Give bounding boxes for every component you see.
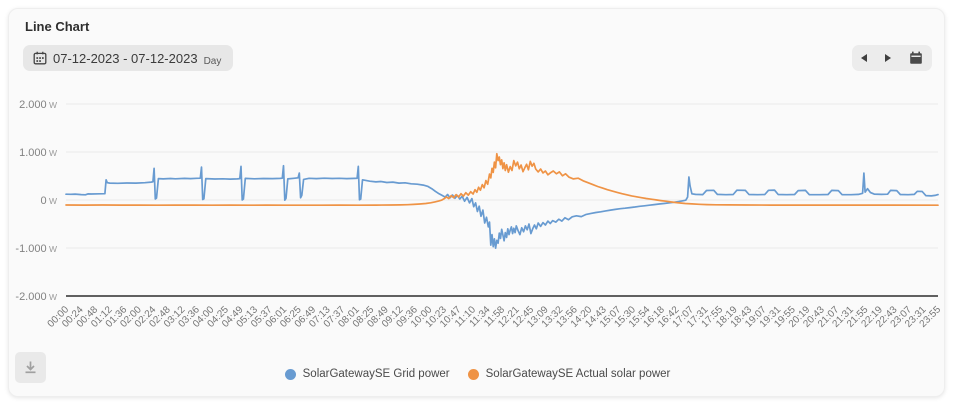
svg-text:1.000 W: 1.000 W — [19, 147, 57, 159]
chart-plot[interactable]: 2.000 W1.000 W0 W-1.000 W-2.000 W00:0000… — [9, 94, 945, 344]
grid-power-label: SolarGatewaySE Grid power — [302, 368, 450, 380]
date-nav-group — [852, 45, 932, 71]
solar-power-label: SolarGatewaySE Actual solar power — [485, 368, 671, 380]
date-range-picker[interactable]: 07-12-2023 - 07-12-2023 Day — [23, 45, 234, 71]
grid-power-dot-icon — [284, 368, 296, 380]
download-icon — [23, 360, 38, 375]
legend-item-grid-power[interactable]: SolarGatewaySE Grid power — [284, 368, 450, 380]
chart-legend: SolarGatewaySE Grid power SolarGatewaySE… — [9, 361, 944, 387]
page-title: Line Chart — [25, 19, 90, 34]
chevron-left-icon[interactable] — [861, 54, 867, 62]
granularity-label: Day — [203, 56, 222, 67]
chevron-right-icon[interactable] — [885, 54, 891, 62]
download-button[interactable] — [15, 352, 46, 383]
svg-text:-2.000 W: -2.000 W — [15, 291, 57, 303]
svg-text:0 W: 0 W — [40, 195, 57, 207]
legend-item-solar-power[interactable]: SolarGatewaySE Actual solar power — [467, 368, 671, 380]
calendar-today-icon[interactable] — [909, 51, 923, 65]
line-chart-card: Line Chart 07-12-2023 - 07-12-2023 Day — [8, 8, 945, 397]
calendar-icon — [33, 51, 47, 65]
date-range-text: 07-12-2023 - 07-12-2023 — [53, 50, 198, 66]
solar-power-dot-icon — [467, 368, 479, 380]
svg-text:-1.000 W: -1.000 W — [15, 243, 57, 255]
svg-text:2.000 W: 2.000 W — [19, 99, 57, 111]
